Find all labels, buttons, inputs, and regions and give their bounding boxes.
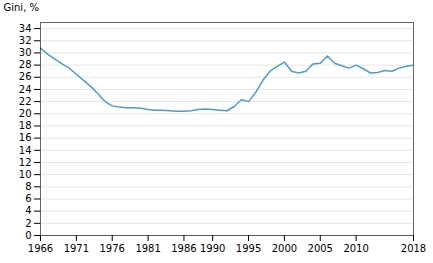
svg-text:30: 30 xyxy=(19,47,32,58)
svg-text:2000: 2000 xyxy=(272,243,297,254)
svg-text:2005: 2005 xyxy=(308,243,333,254)
svg-text:18: 18 xyxy=(19,120,32,131)
svg-text:2: 2 xyxy=(25,218,31,229)
svg-text:6: 6 xyxy=(25,193,31,204)
svg-text:2010: 2010 xyxy=(343,243,368,254)
svg-text:0: 0 xyxy=(25,230,31,241)
svg-text:32: 32 xyxy=(19,35,32,46)
svg-text:1966: 1966 xyxy=(28,243,53,254)
svg-text:14: 14 xyxy=(19,145,32,156)
svg-text:1971: 1971 xyxy=(64,243,89,254)
svg-text:2018: 2018 xyxy=(401,243,426,254)
svg-text:1981: 1981 xyxy=(135,243,160,254)
svg-text:28: 28 xyxy=(19,59,32,70)
svg-text:24: 24 xyxy=(19,84,32,95)
svg-text:22: 22 xyxy=(19,96,32,107)
svg-text:Gini, %: Gini, % xyxy=(4,2,40,13)
svg-text:12: 12 xyxy=(19,157,32,168)
svg-text:26: 26 xyxy=(19,71,32,82)
svg-text:1990: 1990 xyxy=(200,243,225,254)
svg-text:10: 10 xyxy=(19,169,32,180)
svg-text:16: 16 xyxy=(19,132,32,143)
svg-text:34: 34 xyxy=(19,23,32,34)
svg-text:1976: 1976 xyxy=(100,243,125,254)
svg-text:1995: 1995 xyxy=(236,243,261,254)
svg-text:1986: 1986 xyxy=(171,243,196,254)
svg-text:20: 20 xyxy=(19,108,32,119)
svg-text:4: 4 xyxy=(25,205,31,216)
svg-text:8: 8 xyxy=(25,181,31,192)
